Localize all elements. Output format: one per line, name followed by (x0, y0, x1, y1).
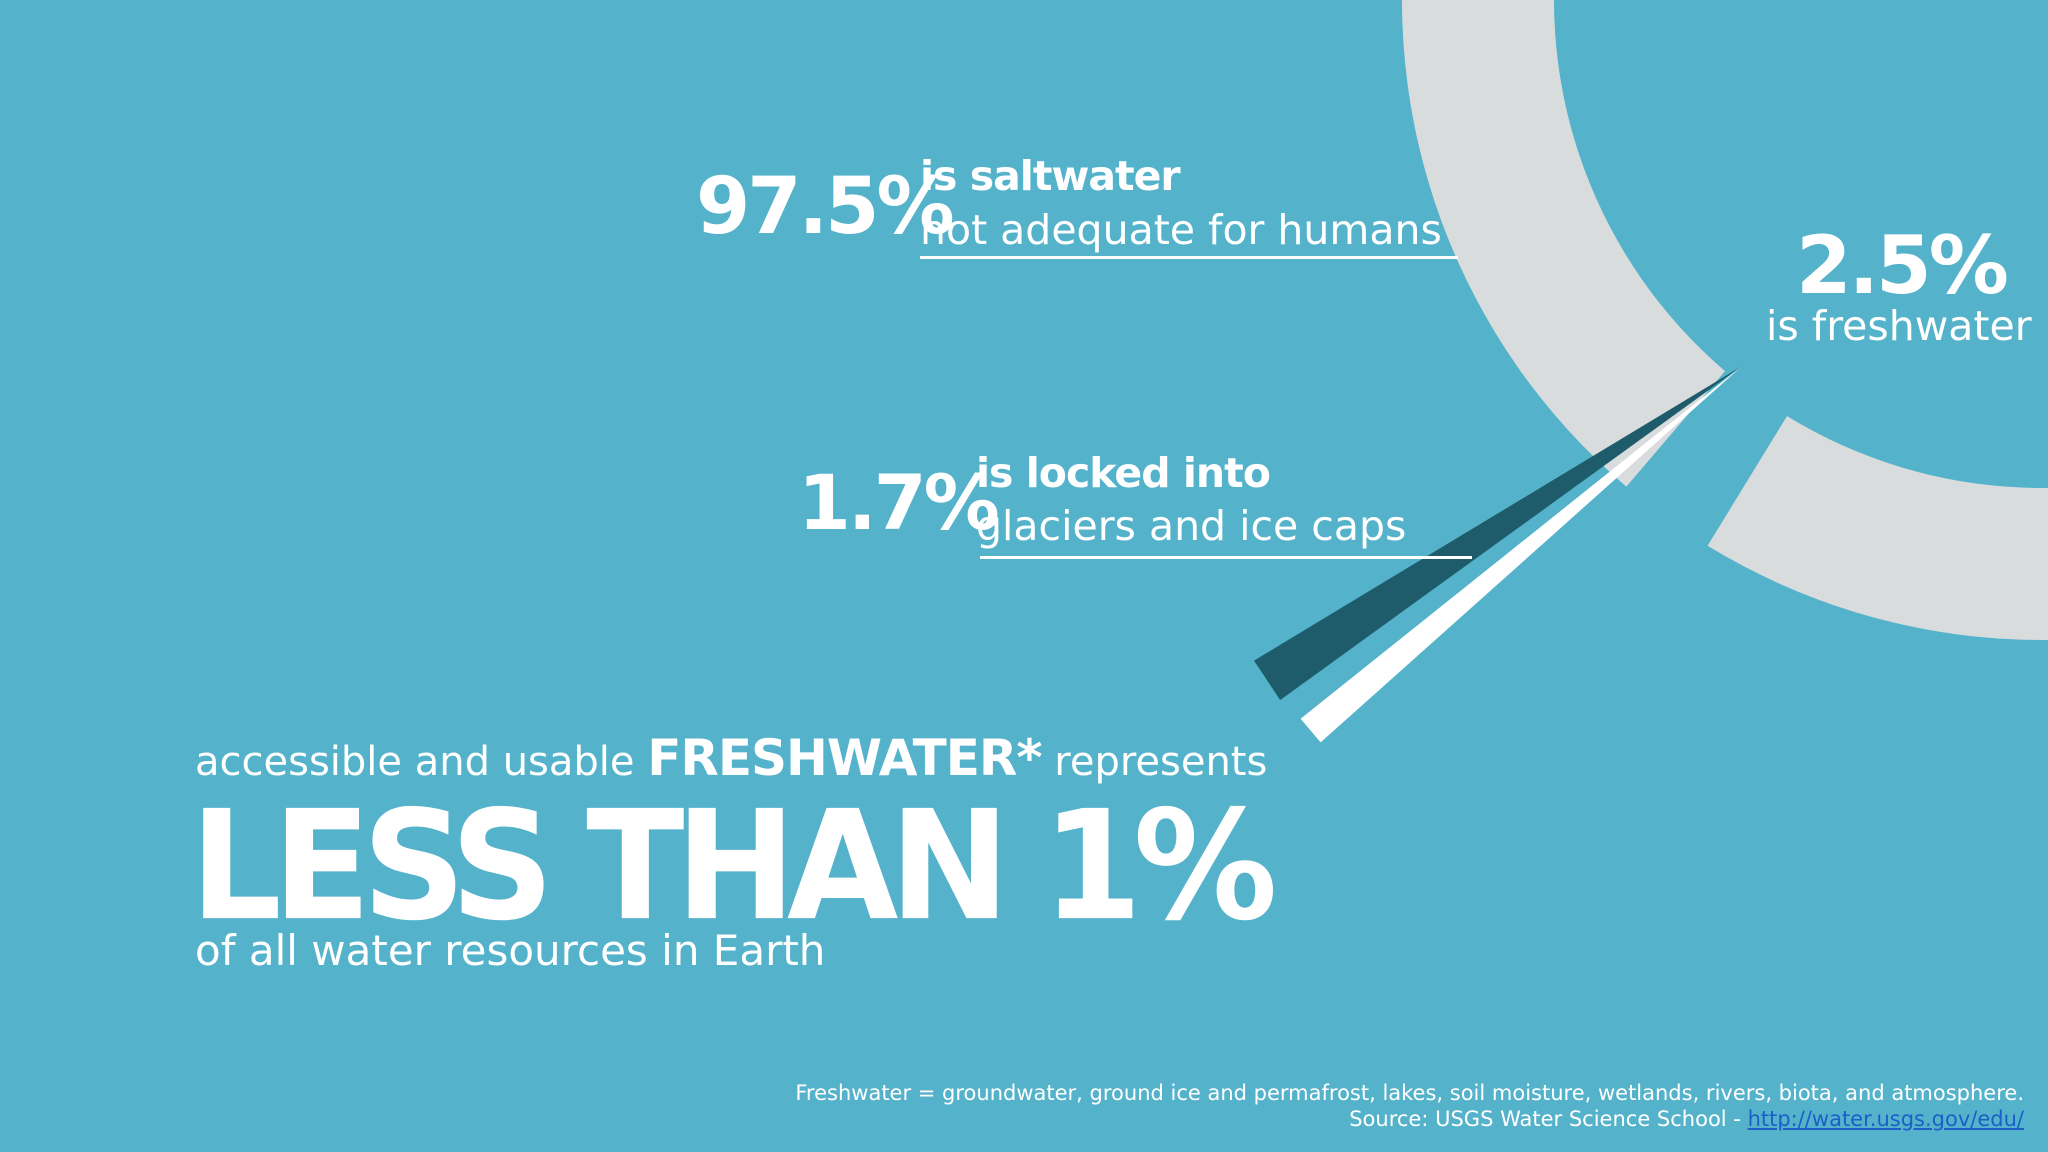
headline-intro: accessible and usable FRESHWATER* repres… (195, 733, 1267, 783)
glacier-label: is locked into (976, 449, 1271, 497)
glacier-leader-line (980, 556, 1472, 559)
less-than-one-percent: LESS THAN 1% (190, 777, 1278, 954)
glacier-sublabel: glaciers and ice caps (976, 502, 1407, 550)
glacier-wedge-slice (1254, 366, 1742, 701)
headline-subtitle: of all water resources in Earth (195, 926, 826, 975)
headline-prefix: accessible and usable (195, 739, 648, 785)
freshwater-percentage: 2.5% (1796, 219, 2009, 312)
saltwater-ring-slice (1402, 0, 2048, 640)
saltwater-percentage: 97.5% (696, 162, 955, 252)
freshwater-label: is freshwater (1766, 302, 2032, 350)
glacier-percentage: 1.7% (798, 458, 1000, 547)
usable-freshwater-wedge-slice (1300, 366, 1742, 743)
source-prefix: Source: USGS Water Science School - (1349, 1107, 1748, 1131)
saltwater-sublabel: not adequate for humans (920, 206, 1442, 254)
saltwater-label: is saltwater (920, 152, 1181, 200)
headline-freshwater: FRESHWATER* (647, 729, 1042, 787)
headline-suffix: represents (1041, 739, 1268, 785)
footnote-definition: Freshwater = groundwater, ground ice and… (795, 1081, 2024, 1105)
saltwater-leader-line (920, 256, 1458, 259)
footnote: Freshwater = groundwater, ground ice and… (795, 1080, 2024, 1132)
footnote-source: Source: USGS Water Science School - http… (795, 1106, 2024, 1132)
source-link[interactable]: http://water.usgs.gov/edu/ (1747, 1107, 2024, 1131)
